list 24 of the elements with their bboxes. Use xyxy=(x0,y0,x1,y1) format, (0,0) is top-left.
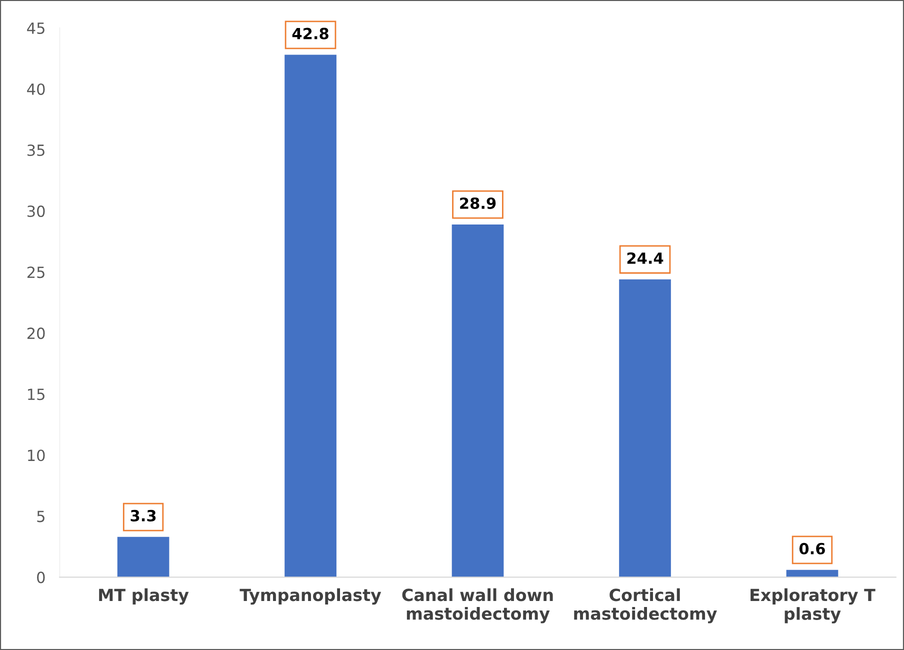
y-tick-label: 15 xyxy=(28,388,44,400)
y-tick-label: 20 xyxy=(27,328,45,340)
x-tick-label: Tympanoplasty xyxy=(240,588,382,605)
y-tick-label: 45 xyxy=(27,22,44,34)
y-tick-label: 0 xyxy=(37,572,45,584)
x-tick-label: MT plasty xyxy=(99,588,189,605)
data-label: 24.4 xyxy=(627,252,664,264)
y-tick-label: 30 xyxy=(28,206,45,218)
data-label: 28.9 xyxy=(460,197,496,209)
bar xyxy=(117,536,170,578)
y-tick-label: 25 xyxy=(27,266,44,278)
y-tick-label: 40 xyxy=(27,83,45,95)
x-tick-label: Cortical mastoidectomy xyxy=(574,588,717,624)
y-tick-label: 10 xyxy=(28,450,45,462)
x-tick-label: Canal wall down mastoidectomy xyxy=(402,588,553,624)
y-tick-label: 5 xyxy=(37,510,44,522)
data-label: 0.6 xyxy=(799,542,825,554)
data-label: 3.3 xyxy=(130,510,156,522)
data-label: 42.8 xyxy=(292,28,328,40)
bar xyxy=(619,279,671,578)
bar xyxy=(452,224,504,578)
bar xyxy=(284,54,336,578)
x-tick-label: Exploratory T plasty xyxy=(750,588,876,624)
y-tick-label: 35 xyxy=(28,144,44,156)
